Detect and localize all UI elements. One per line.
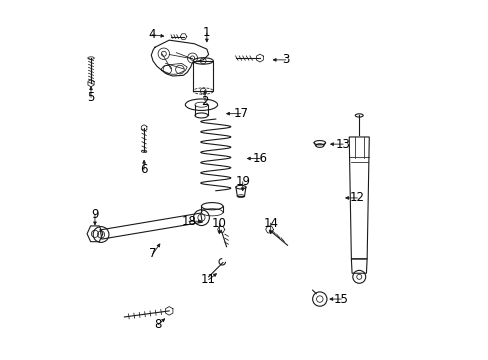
Text: 12: 12: [349, 192, 364, 204]
Text: 14: 14: [263, 216, 278, 230]
Text: 19: 19: [235, 175, 250, 188]
Text: 18: 18: [181, 215, 196, 228]
Text: 4: 4: [148, 28, 155, 41]
Text: 5: 5: [87, 91, 95, 104]
Text: 17: 17: [233, 107, 248, 120]
Text: 13: 13: [335, 138, 350, 150]
Text: 1: 1: [203, 27, 210, 40]
Text: 3: 3: [282, 53, 289, 66]
Text: 15: 15: [333, 293, 348, 306]
Text: 2: 2: [201, 95, 208, 108]
Text: 10: 10: [211, 216, 226, 230]
Text: 7: 7: [149, 247, 157, 260]
Text: 6: 6: [140, 163, 147, 176]
Text: 11: 11: [201, 273, 216, 286]
Text: 8: 8: [154, 318, 162, 331]
Text: 16: 16: [252, 152, 267, 165]
Text: 9: 9: [91, 208, 99, 221]
